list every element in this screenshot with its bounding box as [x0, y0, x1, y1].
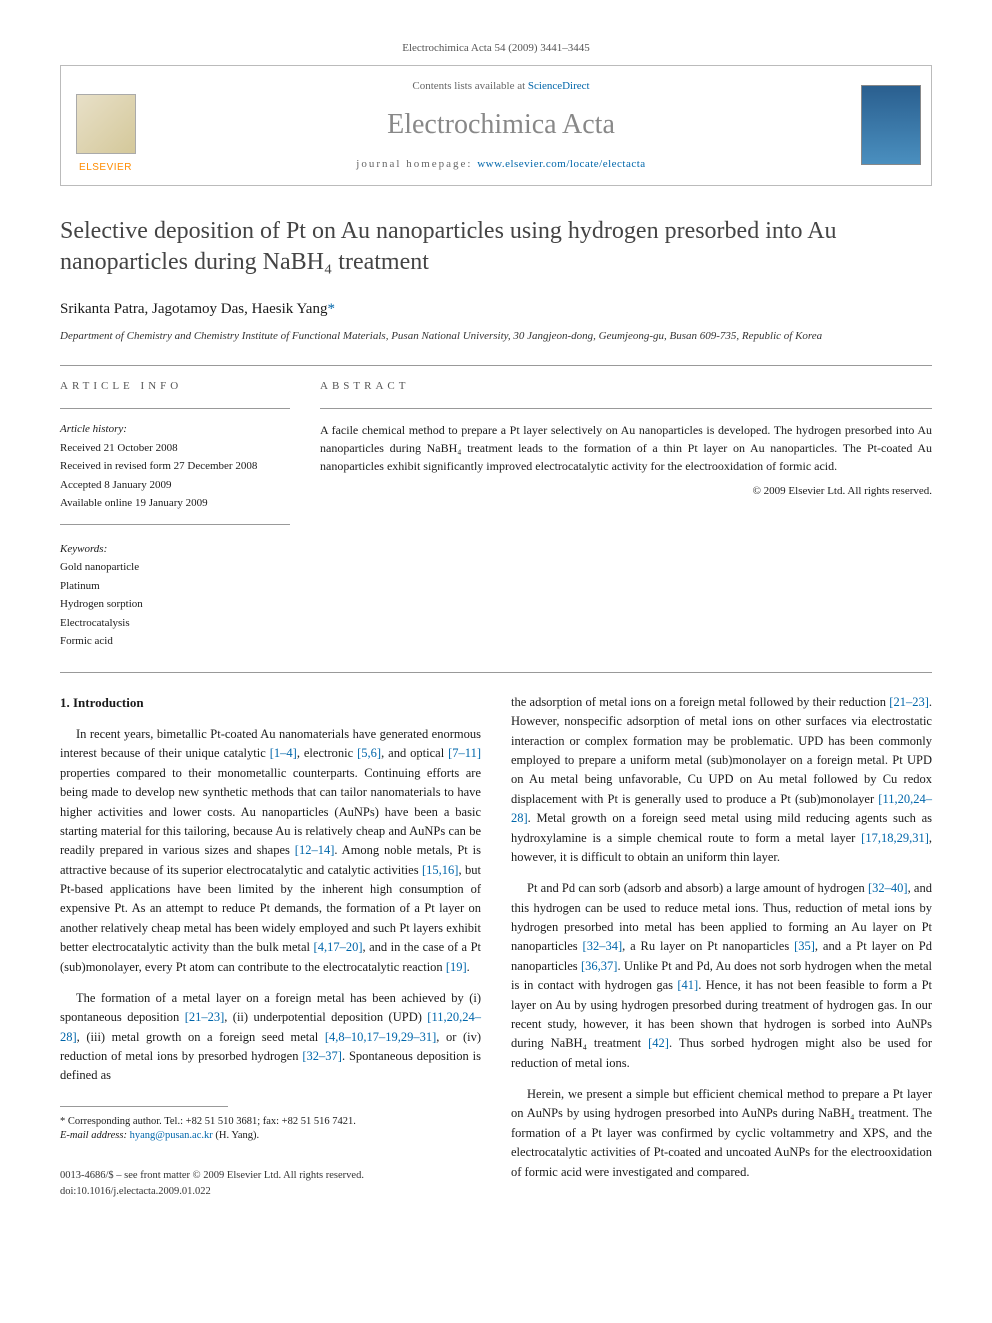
journal-name: Electrochimica Acta — [163, 104, 839, 146]
article-page: Electrochimica Acta 54 (2009) 3441–3445 … — [0, 0, 992, 1241]
history-label: Article history: — [60, 421, 290, 438]
body-columns: 1. Introduction In recent years, bimetal… — [60, 693, 932, 1201]
doi-line: doi:10.1016/j.electacta.2009.01.022 — [60, 1184, 481, 1200]
footnote-separator — [60, 1106, 228, 1107]
corresponding-footnote: * Corresponding author. Tel.: +82 51 510… — [60, 1115, 481, 1144]
body-paragraph: In recent years, bimetallic Pt-coated Au… — [60, 725, 481, 977]
right-column: the adsorption of metal ions on a foreig… — [511, 693, 932, 1201]
article-info-label: ARTICLE INFO — [60, 378, 290, 395]
divider — [60, 672, 932, 673]
history-item: Available online 19 January 2009 — [60, 495, 290, 512]
email-suffix: (H. Yang). — [213, 1130, 259, 1141]
header-citation: Electrochimica Acta 54 (2009) 3441–3445 — [60, 40, 932, 57]
affiliation: Department of Chemistry and Chemistry In… — [60, 328, 932, 345]
contents-available-line: Contents lists available at ScienceDirec… — [163, 78, 839, 95]
corr-author-line: * Corresponding author. Tel.: +82 51 510… — [60, 1115, 481, 1130]
article-title: Selective deposition of Pt on Au nanopar… — [60, 216, 932, 278]
issn-line: 0013-4686/$ – see front matter © 2009 El… — [60, 1168, 481, 1184]
section-heading: 1. Introduction — [60, 693, 481, 713]
history-item: Accepted 8 January 2009 — [60, 477, 290, 494]
author-names: Srikanta Patra, Jagotamoy Das, Haesik Ya… — [60, 301, 327, 317]
publisher-block: ELSEVIER — [61, 66, 151, 185]
keyword: Hydrogen sorption — [60, 596, 290, 613]
body-paragraph: The formation of a metal layer on a fore… — [60, 989, 481, 1086]
left-column: 1. Introduction In recent years, bimetal… — [60, 693, 481, 1201]
keyword: Electrocatalysis — [60, 615, 290, 632]
history-item: Received 21 October 2008 — [60, 440, 290, 457]
journal-masthead: ELSEVIER Contents lists available at Sci… — [60, 65, 932, 186]
abstract-label: ABSTRACT — [320, 378, 932, 395]
body-paragraph: Herein, we present a simple but efficien… — [511, 1085, 932, 1182]
email-label: E-mail address: — [60, 1130, 130, 1141]
body-paragraph: the adsorption of metal ions on a foreig… — [511, 693, 932, 867]
publisher-label: ELSEVIER — [79, 160, 132, 175]
masthead-center: Contents lists available at ScienceDirec… — [151, 66, 851, 185]
sciencedirect-link[interactable]: ScienceDirect — [528, 80, 590, 92]
homepage-line: journal homepage: www.elsevier.com/locat… — [163, 156, 839, 173]
email-link[interactable]: hyang@pusan.ac.kr — [130, 1130, 213, 1141]
keyword: Gold nanoparticle — [60, 559, 290, 576]
divider — [60, 524, 290, 525]
keywords-label: Keywords: — [60, 541, 290, 558]
cover-thumbnail-block — [851, 66, 931, 185]
homepage-link[interactable]: www.elsevier.com/locate/electacta — [477, 158, 646, 170]
abstract-block: ABSTRACT A facile chemical method to pre… — [320, 378, 932, 652]
homepage-label: journal homepage: — [356, 158, 477, 170]
corresponding-marker: * — [327, 301, 335, 317]
contents-prefix: Contents lists available at — [412, 80, 527, 92]
email-line: E-mail address: hyang@pusan.ac.kr (H. Ya… — [60, 1129, 481, 1144]
article-info-section: ARTICLE INFO Article history: Received 2… — [60, 378, 932, 652]
body-paragraph: Pt and Pd can sorb (adsorb and absorb) a… — [511, 879, 932, 1073]
keyword: Formic acid — [60, 633, 290, 650]
divider — [60, 408, 290, 409]
history-item: Received in revised form 27 December 200… — [60, 458, 290, 475]
author-list: Srikanta Patra, Jagotamoy Das, Haesik Ya… — [60, 298, 932, 321]
abstract-copyright: © 2009 Elsevier Ltd. All rights reserved… — [320, 483, 932, 500]
journal-cover-icon — [861, 85, 921, 165]
divider — [60, 365, 932, 366]
keyword: Platinum — [60, 578, 290, 595]
elsevier-tree-icon — [76, 94, 136, 154]
abstract-text: A facile chemical method to prepare a Pt… — [320, 421, 932, 475]
article-info-left: ARTICLE INFO Article history: Received 2… — [60, 378, 290, 652]
page-footer: 0013-4686/$ – see front matter © 2009 El… — [60, 1168, 481, 1201]
divider — [320, 408, 932, 409]
